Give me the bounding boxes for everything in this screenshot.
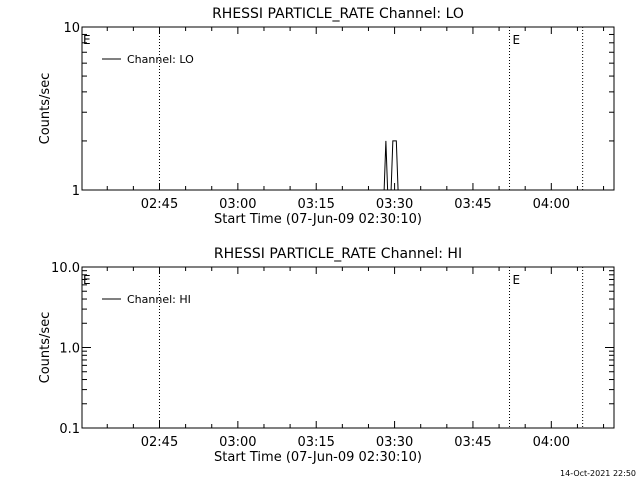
chart-0-y-tick-label: 1 bbox=[72, 184, 80, 199]
chart-1-y-tick-label: 0.1 bbox=[59, 422, 80, 437]
chart-1-x-axis-label: Start Time (07-Jun-09 02:30:10) bbox=[214, 450, 422, 465]
render-timestamp: 14-Oct-2021 22:50 bbox=[560, 469, 636, 478]
chart-0-event-marker-label: E bbox=[513, 33, 521, 47]
chart-0-x-tick-label: 03:30 bbox=[376, 197, 413, 212]
chart-0-y-tick-label: 10 bbox=[63, 21, 80, 36]
chart-1-y-tick-label: 10.0 bbox=[51, 261, 80, 276]
chart-0-series-line bbox=[383, 140, 399, 191]
chart-0-x-tick-label: 02:45 bbox=[141, 197, 178, 212]
chart-1-title: RHESSI PARTICLE_RATE Channel: HI bbox=[214, 246, 462, 262]
chart-0-edge-marker-label: E bbox=[83, 33, 91, 47]
chart-0-legend-label: Channel: LO bbox=[127, 53, 194, 66]
chart-0-x-tick-label: 04:00 bbox=[533, 197, 570, 212]
chart-1-event-marker-label: E bbox=[513, 273, 521, 287]
chart-1-x-tick-label: 02:45 bbox=[141, 435, 178, 450]
chart-0-x-tick-label: 03:45 bbox=[454, 197, 491, 212]
chart-0-title: RHESSI PARTICLE_RATE Channel: LO bbox=[212, 6, 464, 22]
lo-channel-panel: RHESSI PARTICLE_RATE Channel: LO 02:45 03:… bbox=[38, 6, 615, 227]
hi-channel-panel: RHESSI PARTICLE_RATE Channel: HI 02:45 03:… bbox=[38, 246, 615, 465]
chart-0-x-axis-label: Start Time (07-Jun-09 02:30:10) bbox=[214, 212, 422, 227]
chart-1-x-tick-label: 03:45 bbox=[454, 435, 491, 450]
chart-1-x-tick-label: 03:15 bbox=[297, 435, 334, 450]
chart-0-plot-frame bbox=[81, 26, 615, 191]
chart-1-x-tick-label: 04:00 bbox=[533, 435, 570, 450]
chart-0-y-axis-label: Counts/sec bbox=[38, 73, 53, 145]
chart-0-x-tick-label: 03:15 bbox=[297, 197, 334, 212]
chart-1-y-tick-label: 1.0 bbox=[59, 342, 80, 357]
chart-1-legend-label: Channel: HI bbox=[127, 293, 191, 306]
chart-1-plot-frame bbox=[81, 266, 615, 429]
chart-0-x-tick-label: 03:00 bbox=[219, 197, 256, 212]
chart-1-x-tick-label: 03:30 bbox=[376, 435, 413, 450]
chart-1-x-tick-label: 03:00 bbox=[219, 435, 256, 450]
chart-1-y-axis-label: Counts/sec bbox=[38, 312, 53, 384]
chart-1-edge-marker-label: E bbox=[83, 273, 91, 287]
